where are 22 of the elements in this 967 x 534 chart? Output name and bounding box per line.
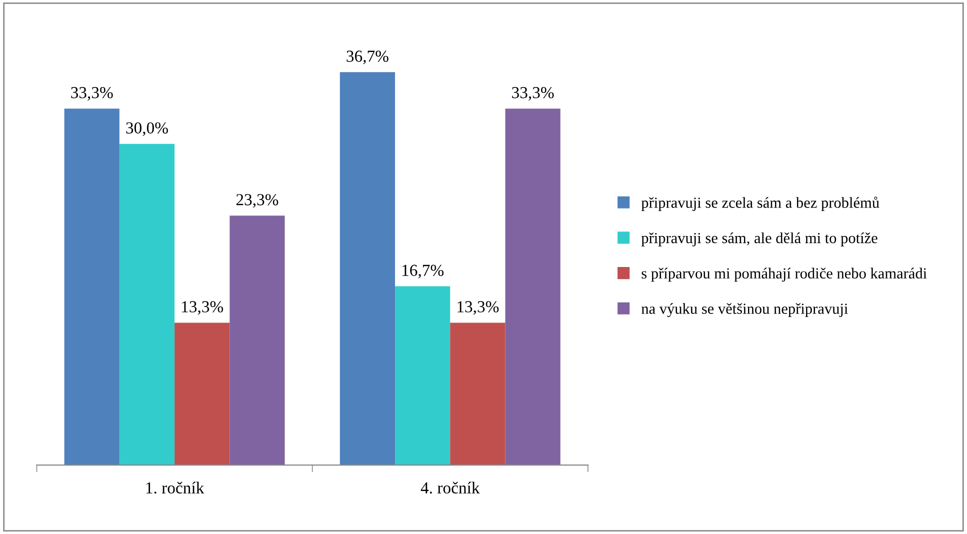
legend-label: připravuji se zcela sám a bez problémů xyxy=(641,196,880,211)
data-label: 16,7% xyxy=(402,264,444,278)
bar xyxy=(340,72,396,466)
data-label: 30,0% xyxy=(126,122,168,136)
bar xyxy=(450,322,506,466)
x-tick-label: 1. ročník xyxy=(146,482,204,494)
data-label: 23,3% xyxy=(236,194,278,208)
legend-label: připravuji se sám, ale dělá mi to potíže xyxy=(641,232,878,246)
bar xyxy=(174,322,230,466)
x-tick-label: 4. ročník xyxy=(420,482,480,494)
data-label: 13,3% xyxy=(182,301,224,315)
legend-label: s příparvou mi pomáhají rodiče nebo kamarádi xyxy=(642,268,927,282)
bar xyxy=(230,216,285,466)
legend-label: na výuku se většinou nepřipravuji xyxy=(641,303,848,318)
data-label: 36,7% xyxy=(346,50,388,64)
data-label: 13,3% xyxy=(458,301,499,315)
bar xyxy=(64,108,120,466)
bar xyxy=(505,108,560,466)
data-label: 33,3% xyxy=(512,86,554,101)
bar xyxy=(119,144,175,466)
data-label: 33,3% xyxy=(71,86,113,101)
bar xyxy=(395,286,450,466)
